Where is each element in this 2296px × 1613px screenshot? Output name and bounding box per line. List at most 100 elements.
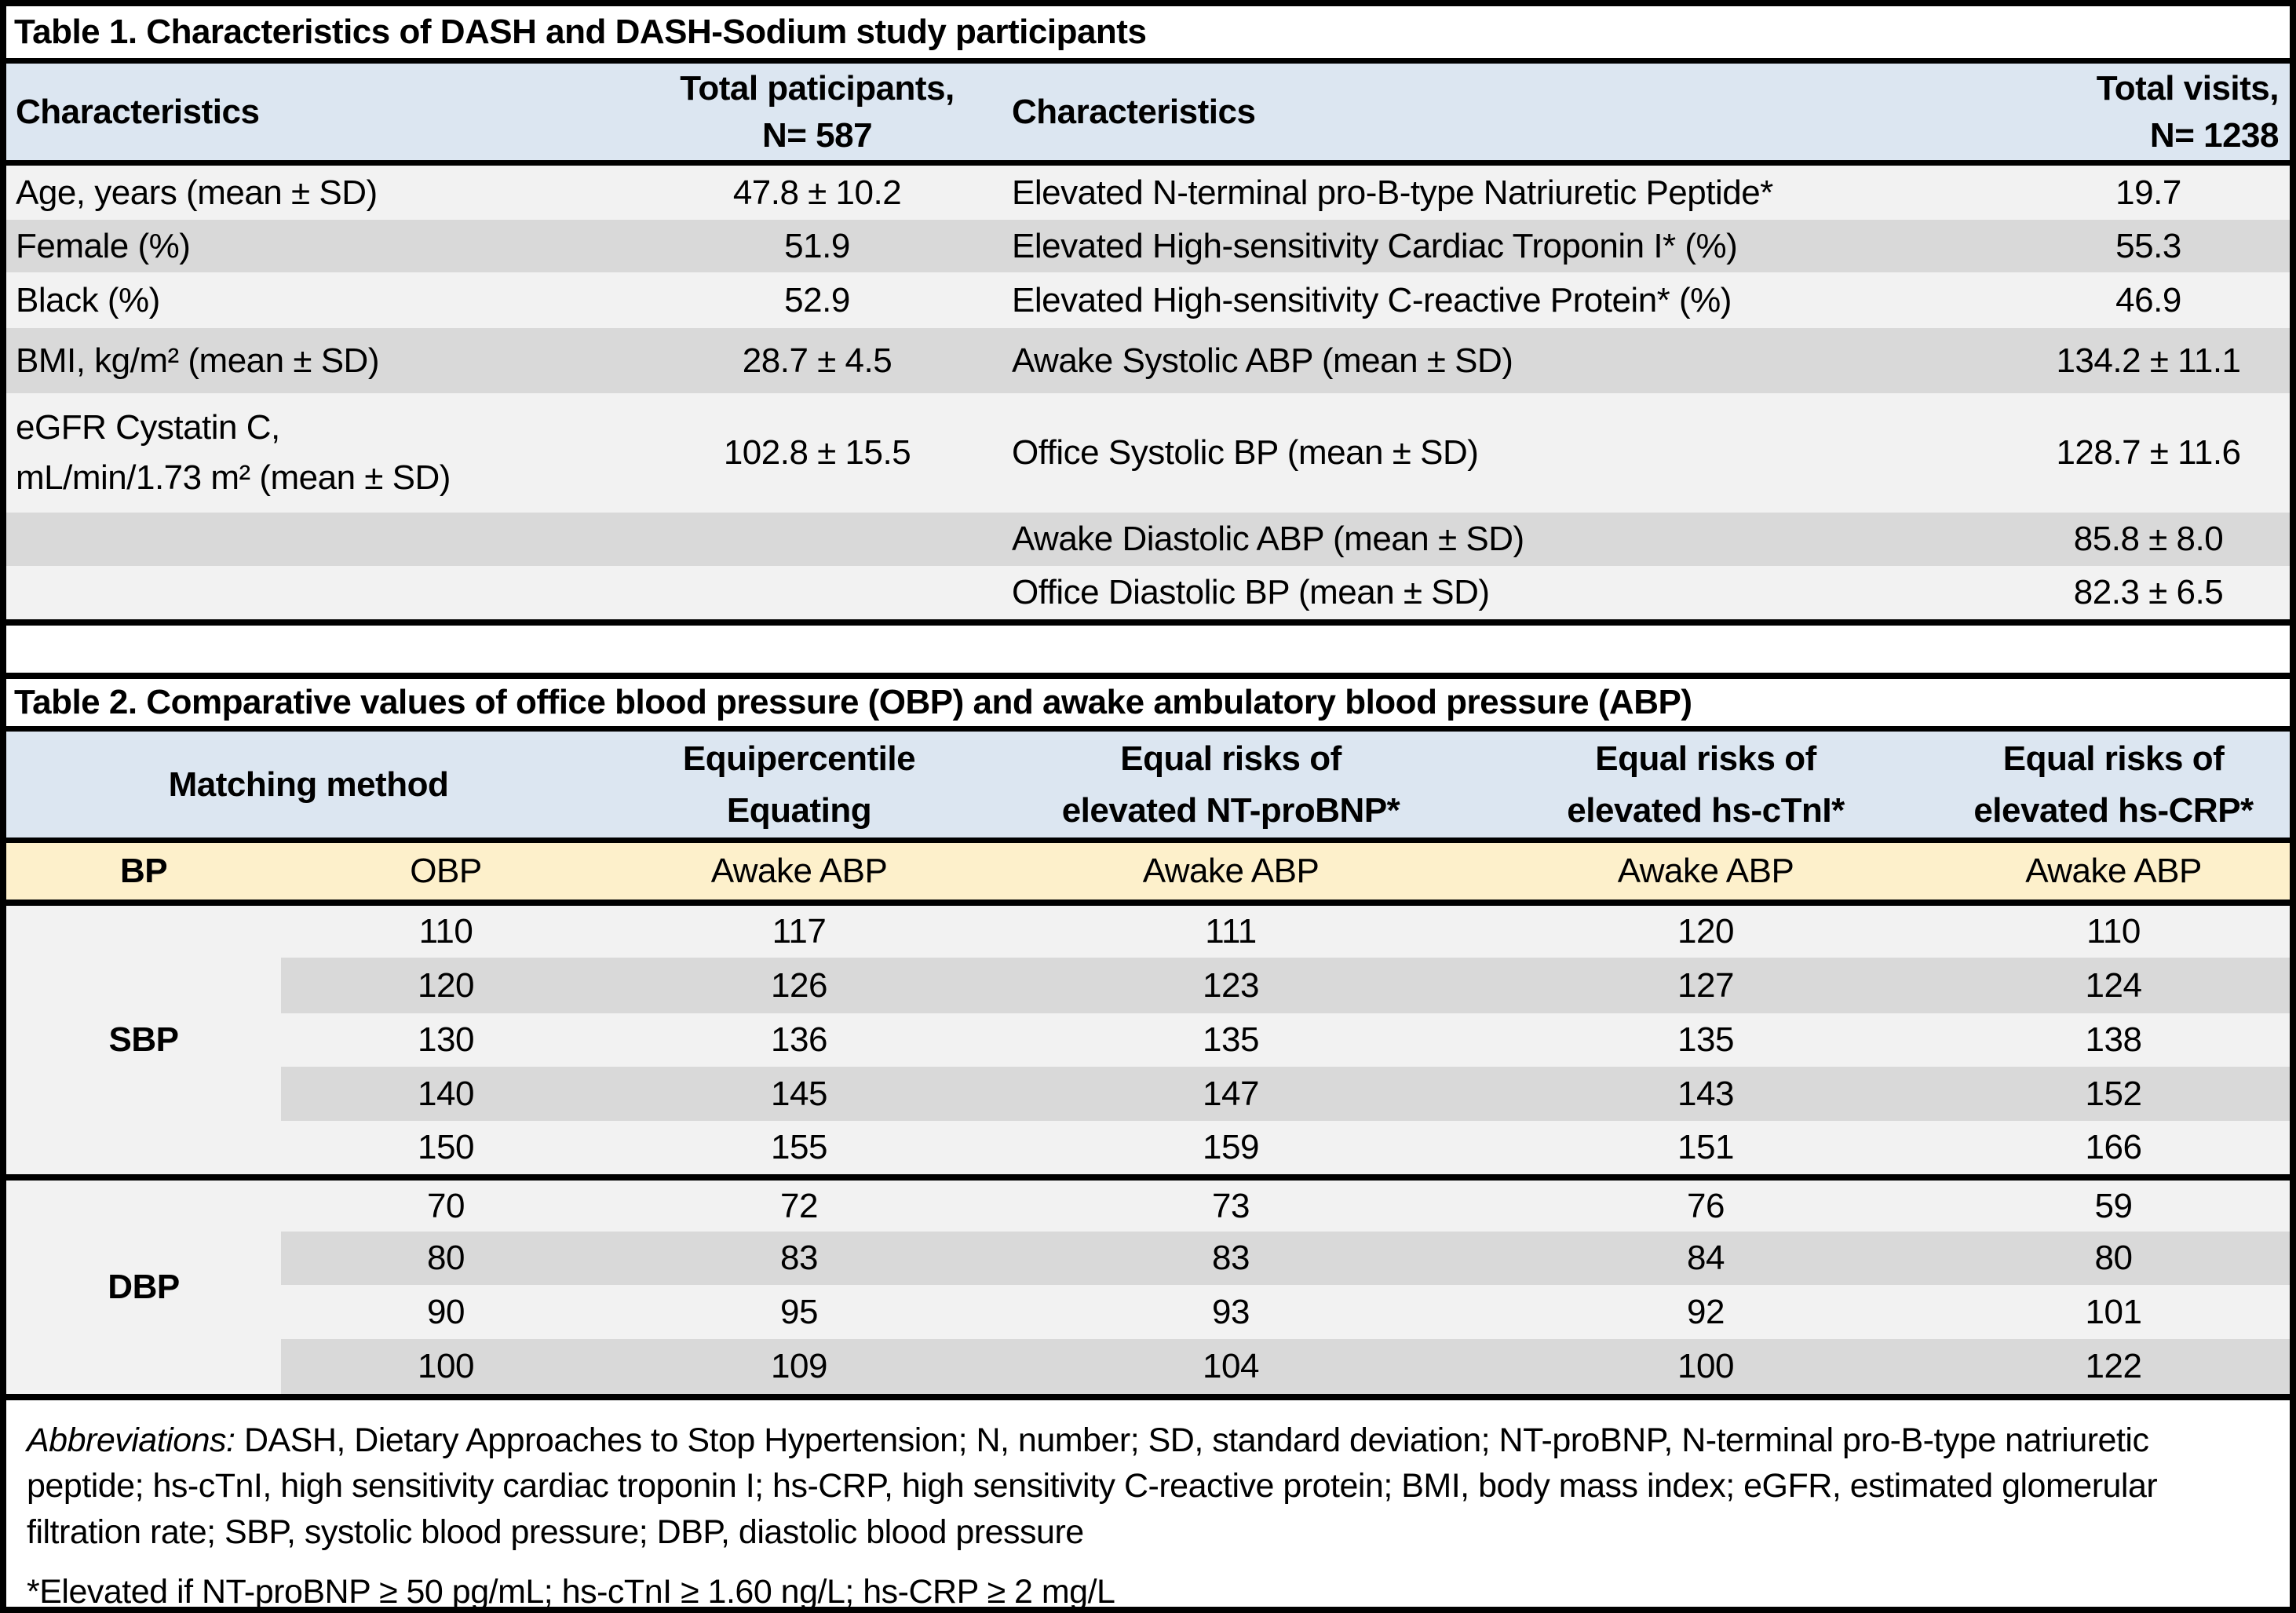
- table2-cell: 143: [1474, 1067, 1937, 1121]
- table2-cell: 111: [987, 906, 1474, 958]
- divider: [6, 1174, 2290, 1181]
- table2-cell: 90: [281, 1285, 611, 1339]
- table2-cell: 76: [1474, 1181, 1937, 1232]
- table2-subheader-awake-abp: Awake ABP: [710, 852, 888, 890]
- table2-cell: 59: [1937, 1181, 2290, 1232]
- table2-cell: 155: [611, 1121, 987, 1174]
- table2-cell: 80: [281, 1232, 611, 1285]
- table2-cell: 140: [281, 1067, 611, 1121]
- table2-cell: 135: [987, 1013, 1474, 1067]
- table1-row-label: Elevated High-sensitivity C-reactive Pro…: [1002, 272, 2007, 328]
- divider: [6, 160, 2290, 166]
- table1-row-label: Office Diastolic BP (mean ± SD): [1002, 566, 2007, 619]
- table1-row-value: 102.8 ± 15.5: [632, 393, 1002, 513]
- table2-subheader-bp: BP: [119, 852, 168, 890]
- table2-cell: 136: [611, 1013, 987, 1067]
- table1-row-value: 128.7 ± 11.6: [2007, 393, 2290, 513]
- table2-header-row: Matching method Equipercentile Equating …: [6, 732, 2290, 838]
- table1-row-label: BMI, kg/m² (mean ± SD): [6, 328, 632, 393]
- table2-header-matching-method: Matching method: [168, 765, 449, 804]
- table1-row-value: 55.3: [2007, 220, 2290, 272]
- divider: [6, 619, 2290, 626]
- table2-cell: 126: [611, 958, 987, 1013]
- table2-subheader-obp: OBP: [410, 852, 482, 890]
- table1-row-label: Age, years (mean ± SD): [6, 166, 632, 220]
- table2-header-nt-probnp: Equal risks of elevated NT-proBNP*: [1061, 739, 1400, 830]
- table2-cell: 166: [1937, 1121, 2290, 1174]
- table1-header-characteristics-left: Characteristics: [16, 92, 260, 131]
- table2-dbp-block: DBP 70 72 73 76 59 80 83 83 84 80 90 95 …: [6, 1181, 2290, 1394]
- table1-row-value: 82.3 ± 6.5: [2007, 566, 2290, 619]
- table2-cell: 101: [1937, 1285, 2290, 1339]
- divider: [6, 58, 2290, 64]
- table2-header-hs-crp: Equal risks of elevated hs-CRP*: [1973, 739, 2254, 830]
- table1-row-value: 46.9: [2007, 272, 2290, 328]
- table1-header-total-visits: Total visits, N= 1238: [2096, 69, 2280, 155]
- table2-cell: 117: [611, 906, 987, 958]
- table2-cell: 122: [1937, 1339, 2290, 1394]
- divider: [6, 673, 2290, 679]
- table2-subheader-awake-abp: Awake ABP: [2025, 852, 2202, 890]
- table2-sbp-block: SBP 110 117 111 120 110 120 126 123 127 …: [6, 906, 2290, 1174]
- table2-cell: 83: [611, 1232, 987, 1285]
- table2-cell: 83: [987, 1232, 1474, 1285]
- table1-row-label-empty: [6, 566, 632, 619]
- table2-subheader-awake-abp: Awake ABP: [1617, 852, 1794, 890]
- table1-row-label: eGFR Cystatin C, mL/min/1.73 m² (mean ± …: [6, 393, 632, 513]
- table1-row-label: Elevated N-terminal pro-B-type Natriuret…: [1002, 166, 2007, 220]
- table1-row-value: 134.2 ± 11.1: [2007, 328, 2290, 393]
- table2-header-equipercentile: Equipercentile Equating: [682, 739, 916, 830]
- table2-cell: 73: [987, 1181, 1474, 1232]
- table1-row-value: 19.7: [2007, 166, 2290, 220]
- elevated-threshold-note: *Elevated if NT-proBNP ≥ 50 pg/mL; hs-cT…: [27, 1573, 1115, 1611]
- table2-cell: 138: [1937, 1013, 2290, 1067]
- table2-cell: 147: [987, 1067, 1474, 1121]
- abbreviations-note: Abbreviations: DASH, Dietary Approaches …: [27, 1418, 2269, 1555]
- table2-cell: 70: [281, 1181, 611, 1232]
- table2-cell: 92: [1474, 1285, 1937, 1339]
- table2-cell: 84: [1474, 1232, 1937, 1285]
- table2-subheader-row: BP OBP Awake ABP Awake ABP Awake ABP Awa…: [6, 843, 2290, 900]
- table1-row-value: 52.9: [632, 272, 1002, 328]
- table2-cell: 145: [611, 1067, 987, 1121]
- table1-row-value: 28.7 ± 4.5: [632, 328, 1002, 393]
- table2-cell: 159: [987, 1121, 1474, 1174]
- table2-cell: 95: [611, 1285, 987, 1339]
- table1-row-label: Female (%): [6, 220, 632, 272]
- table2-cell: 124: [1937, 958, 2290, 1013]
- table1-row-label: Awake Diastolic ABP (mean ± SD): [1002, 513, 2007, 566]
- table2-cell: 151: [1474, 1121, 1937, 1174]
- table1-row-label: Elevated High-sensitivity Cardiac Tropon…: [1002, 220, 2007, 272]
- table1-row-value: 51.9: [632, 220, 1002, 272]
- table1-row-label: Black (%): [6, 272, 632, 328]
- table2-cell: 72: [611, 1181, 987, 1232]
- table2-sbp-label: SBP: [6, 906, 281, 1174]
- table2-cell: 80: [1937, 1232, 2290, 1285]
- table2-cell: 110: [1937, 906, 2290, 958]
- table2-cell: 150: [281, 1121, 611, 1174]
- table2-cell: 130: [281, 1013, 611, 1067]
- table2-cell: 120: [1474, 906, 1937, 958]
- footnotes: Abbreviations: DASH, Dietary Approaches …: [6, 1400, 2290, 1607]
- abbreviations-text: DASH, Dietary Approaches to Stop Hyperte…: [27, 1421, 2158, 1551]
- table2-dbp-label: DBP: [6, 1181, 281, 1394]
- table2-subheader-awake-abp: Awake ABP: [1142, 852, 1320, 890]
- table1-header-characteristics-right: Characteristics: [1012, 92, 1256, 131]
- table2-cell: 123: [987, 958, 1474, 1013]
- table1-row-value-empty: [632, 566, 1002, 619]
- table2-cell: 152: [1937, 1067, 2290, 1121]
- table1-header-row: Characteristics Total paticipants, N= 58…: [6, 64, 2290, 160]
- table2-cell: 127: [1474, 958, 1937, 1013]
- table2-header-hs-ctni: Equal risks of elevated hs-cTnI*: [1567, 739, 1845, 830]
- divider: [6, 838, 2290, 843]
- table2-title: Table 2. Comparative values of office bl…: [6, 679, 2290, 726]
- table2-cell: 93: [987, 1285, 1474, 1339]
- table1-row-value-empty: [632, 513, 1002, 566]
- table1-body: Age, years (mean ± SD) 47.8 ± 10.2 Eleva…: [6, 166, 2290, 619]
- table2-cell: 135: [1474, 1013, 1937, 1067]
- divider: [6, 726, 2290, 732]
- table1-row-label: Awake Systolic ABP (mean ± SD): [1002, 328, 2007, 393]
- table-gap: [6, 626, 2290, 673]
- divider: [6, 1394, 2290, 1400]
- table1-row-value: 47.8 ± 10.2: [632, 166, 1002, 220]
